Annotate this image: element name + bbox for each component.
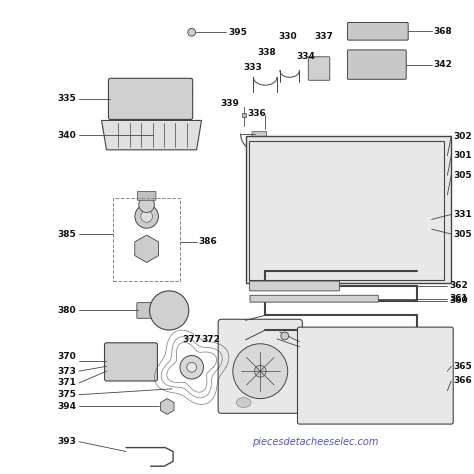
Text: 331: 331 xyxy=(453,210,472,219)
FancyBboxPatch shape xyxy=(299,248,314,259)
Circle shape xyxy=(150,291,189,330)
Circle shape xyxy=(159,301,179,320)
Text: 372: 372 xyxy=(201,335,220,344)
Text: 301: 301 xyxy=(453,151,472,160)
Polygon shape xyxy=(101,120,201,150)
Text: 330: 330 xyxy=(278,32,297,41)
FancyBboxPatch shape xyxy=(145,88,168,108)
Text: 375: 375 xyxy=(57,390,76,399)
Text: 342: 342 xyxy=(434,60,453,69)
FancyBboxPatch shape xyxy=(392,26,403,36)
Text: 361: 361 xyxy=(449,294,468,303)
Text: 394: 394 xyxy=(57,402,76,411)
FancyBboxPatch shape xyxy=(347,50,406,79)
Text: 366: 366 xyxy=(453,376,472,385)
FancyBboxPatch shape xyxy=(293,201,383,227)
FancyBboxPatch shape xyxy=(347,22,408,40)
FancyBboxPatch shape xyxy=(363,26,374,36)
FancyBboxPatch shape xyxy=(299,234,314,244)
FancyBboxPatch shape xyxy=(246,136,451,283)
Text: 339: 339 xyxy=(221,99,240,108)
Ellipse shape xyxy=(236,398,251,408)
Circle shape xyxy=(415,222,429,236)
FancyBboxPatch shape xyxy=(171,88,189,108)
FancyBboxPatch shape xyxy=(298,327,453,424)
Text: 302: 302 xyxy=(453,132,472,141)
Circle shape xyxy=(281,332,289,340)
FancyBboxPatch shape xyxy=(355,55,367,74)
Circle shape xyxy=(415,149,429,163)
Text: 335: 335 xyxy=(57,94,76,103)
Circle shape xyxy=(139,197,155,212)
Text: 370: 370 xyxy=(57,352,76,361)
Text: 373: 373 xyxy=(57,367,76,376)
FancyBboxPatch shape xyxy=(386,55,399,74)
Circle shape xyxy=(415,200,429,213)
Text: 362: 362 xyxy=(449,282,468,291)
Circle shape xyxy=(135,205,158,228)
FancyBboxPatch shape xyxy=(279,263,294,273)
FancyBboxPatch shape xyxy=(279,248,294,259)
Text: 338: 338 xyxy=(257,48,276,57)
Circle shape xyxy=(415,173,429,187)
Text: 337: 337 xyxy=(314,32,333,41)
Text: 395: 395 xyxy=(228,28,247,37)
FancyBboxPatch shape xyxy=(137,191,156,201)
Circle shape xyxy=(141,210,153,222)
Text: 334: 334 xyxy=(297,52,315,61)
FancyBboxPatch shape xyxy=(319,248,333,259)
Circle shape xyxy=(180,356,203,379)
Circle shape xyxy=(123,354,139,369)
FancyBboxPatch shape xyxy=(299,263,314,273)
FancyBboxPatch shape xyxy=(218,319,302,413)
Circle shape xyxy=(188,28,196,36)
FancyBboxPatch shape xyxy=(137,302,153,319)
FancyBboxPatch shape xyxy=(319,234,333,244)
FancyBboxPatch shape xyxy=(251,140,408,277)
FancyBboxPatch shape xyxy=(260,263,274,273)
Text: 365: 365 xyxy=(453,362,472,371)
FancyBboxPatch shape xyxy=(308,57,330,80)
Circle shape xyxy=(233,344,288,399)
Text: 336: 336 xyxy=(247,109,266,118)
FancyBboxPatch shape xyxy=(117,88,141,108)
FancyBboxPatch shape xyxy=(109,78,192,119)
Circle shape xyxy=(187,363,197,372)
Circle shape xyxy=(177,84,192,100)
Text: 305: 305 xyxy=(453,171,472,180)
Polygon shape xyxy=(135,235,158,263)
FancyBboxPatch shape xyxy=(319,263,333,273)
Text: 385: 385 xyxy=(57,229,76,238)
Text: 371: 371 xyxy=(57,378,76,387)
FancyBboxPatch shape xyxy=(249,281,339,291)
Text: 368: 368 xyxy=(434,27,452,36)
Polygon shape xyxy=(338,389,358,404)
Text: 393: 393 xyxy=(57,437,76,446)
FancyBboxPatch shape xyxy=(252,132,267,143)
Text: 380: 380 xyxy=(57,306,76,315)
Text: 340: 340 xyxy=(57,131,76,140)
FancyBboxPatch shape xyxy=(279,246,299,257)
FancyBboxPatch shape xyxy=(371,55,383,74)
Text: 305: 305 xyxy=(453,229,472,238)
FancyBboxPatch shape xyxy=(377,26,388,36)
FancyBboxPatch shape xyxy=(373,410,422,420)
FancyBboxPatch shape xyxy=(396,246,416,257)
FancyBboxPatch shape xyxy=(260,234,274,244)
Text: 386: 386 xyxy=(199,237,217,246)
FancyBboxPatch shape xyxy=(279,234,294,244)
Text: 377: 377 xyxy=(182,335,201,344)
Circle shape xyxy=(255,365,266,377)
Polygon shape xyxy=(368,395,388,410)
FancyBboxPatch shape xyxy=(260,248,274,259)
FancyBboxPatch shape xyxy=(105,343,157,381)
FancyBboxPatch shape xyxy=(250,295,378,302)
Text: 360: 360 xyxy=(449,296,468,305)
FancyBboxPatch shape xyxy=(259,196,359,227)
Polygon shape xyxy=(160,399,174,414)
Text: 333: 333 xyxy=(244,63,263,72)
Text: piecesdetacheeselec.com: piecesdetacheeselec.com xyxy=(253,437,379,447)
